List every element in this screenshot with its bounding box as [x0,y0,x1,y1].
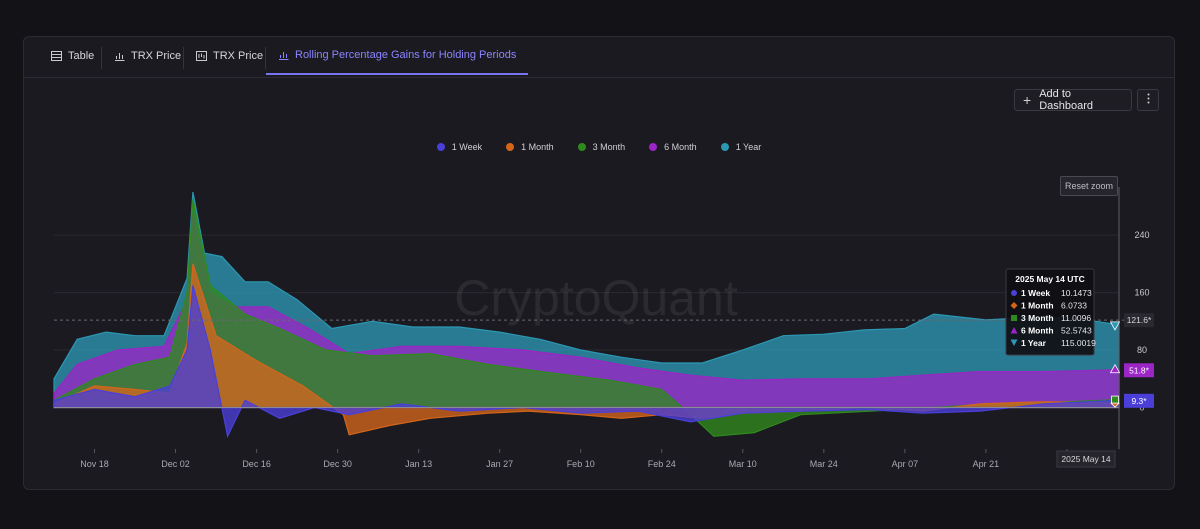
tooltip-series-name: 6 Month [1021,326,1054,336]
tooltip-title: 2025 May 14 UTC [1015,274,1084,284]
bar-chart-icon [278,50,289,60]
chart-legend: 1 Week 1 Month 3 Month 6 Month 1 Year [24,142,1174,152]
tooltip-series-name: 1 Week [1021,288,1050,298]
tab-divider [265,47,266,69]
tooltip-series-value: 6.0733 [1061,301,1087,311]
x-tick-label: Apr 21 [973,459,1000,469]
tab-label: Table [68,50,95,62]
tooltip: 2025 May 14 UTC 1 Week 10.1473 1 Month 6.073… [1005,268,1096,356]
y-flag-box [1124,363,1154,378]
point-marker [1109,321,1121,331]
legend-marker [506,143,515,151]
tab-label: TRX Price [131,50,182,62]
tab-divider [101,47,102,69]
point-marker [1109,363,1121,374]
y-flag-box [1124,313,1154,328]
x-tick-label: Feb 24 [648,459,676,469]
crosshair-x-label: 2025 May 14 [1061,454,1110,464]
table-icon [51,51,62,61]
more-vertical-icon [1147,93,1150,107]
chart-panel: Table TRX Price TRX Price Rolling Percen… [23,36,1175,490]
x-tick-label: Mar 10 [729,459,757,469]
tab-divider [183,47,184,69]
candlestick-icon [196,51,207,61]
x-tick-label: Mar 24 [810,459,838,469]
tooltip-series-name: 1 Year [1021,338,1047,348]
legend-label: 1 Year [735,142,762,152]
tooltip-series-name: 1 Month [1021,301,1054,311]
tab-label: Rolling Percentage Gains for Holding Per… [295,49,517,61]
add-to-dashboard-button[interactable]: + Add to Dashboard [1014,88,1132,112]
point-marker [1111,395,1119,404]
legend-item-1-month[interactable]: 1 Month [506,142,554,152]
tooltip-marker [1010,327,1018,334]
y-flag-label: 9.3* [1131,396,1147,406]
watermark-text: CryptoQuant [454,270,738,326]
tooltip-box [1005,268,1095,356]
tab-table[interactable]: Table [39,37,106,75]
x-tick-label: Jan 27 [486,459,513,469]
tab-trx-price-candles[interactable]: TRX Price [184,37,275,75]
crosshair-x-label-box [1056,450,1116,468]
legend-item-3-month[interactable]: 3 Month [577,142,626,152]
x-tick-label: Dec 02 [161,459,190,469]
tooltip-marker [1011,290,1017,296]
y-flag-label: 51.8* [1129,365,1150,375]
legend-marker [720,143,729,151]
legend-marker [436,143,445,151]
y-tick-label: 80 [1137,345,1147,355]
legend-label: 1 Week [451,142,483,152]
x-tick-label: Feb 10 [567,459,595,469]
y-flag-box [1124,393,1154,408]
legend-label: 6 Month [664,142,697,152]
tooltip-series-name: 3 Month [1021,313,1054,323]
tooltip-series-value: 10.1473 [1061,288,1092,298]
tooltip-series-value: 115.0019 [1061,338,1096,348]
legend-item-1-year[interactable]: 1 Year [720,142,762,152]
x-tick-label: Dec 30 [323,459,352,469]
add-to-dashboard-label: Add to Dashboard [1039,88,1094,112]
x-tick-label: Nov 18 [80,459,109,469]
y-flag-label: 121.6* [1127,315,1152,325]
y-tick-label: 240 [1134,230,1149,240]
tooltip-marker [1010,302,1018,309]
legend-marker [577,143,586,151]
tab-bar: Table TRX Price TRX Price Rolling Percen… [24,37,1174,78]
y-tick-label: 160 [1134,288,1149,298]
x-tick-label: Jan 13 [405,459,432,469]
x-tick-label: Apr 07 [892,459,919,469]
legend-label: 1 Month [521,142,554,152]
plus-icon: + [1023,92,1032,108]
x-tick-label: Dec 16 [242,459,271,469]
more-options-button[interactable] [1137,89,1159,111]
tab-trx-price[interactable]: TRX Price [102,37,193,75]
tab-rolling-gains[interactable]: Rolling Percentage Gains for Holding Per… [266,37,529,75]
legend-marker [649,143,658,151]
legend-item-6-month[interactable]: 6 Month [649,142,697,152]
legend-item-1-week[interactable]: 1 Week [436,142,483,152]
tooltip-series-value: 11.0096 [1061,313,1091,323]
reset-zoom-button[interactable]: Reset zoom [1060,176,1119,196]
tooltip-marker [1011,315,1017,321]
tab-label: TRX Price [213,50,264,62]
legend-label: 3 Month [592,142,626,152]
bar-chart-icon [114,51,125,61]
tooltip-marker [1010,339,1018,346]
tooltip-series-value: 52.5743 [1061,326,1092,336]
